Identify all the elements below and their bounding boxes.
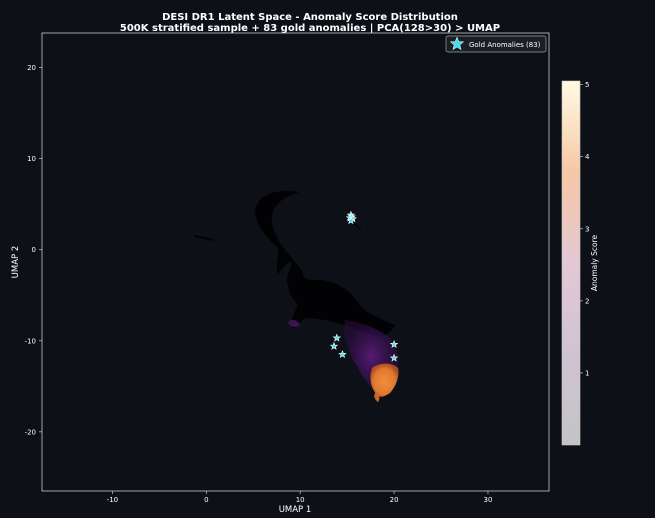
y-tick-label: 20: [27, 64, 36, 72]
x-axis-label: UMAP 1: [279, 505, 312, 515]
y-axis-label: UMAP 2: [11, 246, 21, 279]
y-tick-label: -10: [25, 337, 36, 345]
density-cloud: [194, 190, 399, 402]
x-tick-label: 30: [484, 496, 493, 504]
legend: Gold Anomalies (83): [445, 35, 547, 53]
gold-anomaly-point: [329, 341, 339, 350]
gold-anomaly-point: [346, 216, 356, 225]
gold-anomaly-point: [338, 349, 347, 359]
y-tick-label: 10: [27, 155, 36, 163]
chart-subtitle: 500K stratified sample + 83 gold anomali…: [120, 23, 500, 34]
x-tick-label: 10: [296, 496, 305, 504]
density-region-low-score-body: [255, 190, 395, 338]
legend-star-icon: [449, 36, 465, 51]
colorbar-tick-label: 3: [585, 225, 589, 233]
colorbar-tick-label: 5: [585, 81, 589, 89]
axes: -10 0 10 20 30 -20 -10 0 10 20: [25, 64, 493, 504]
colorbar-tick-label: 4: [585, 153, 590, 161]
colorbar-tick-label: 1: [585, 369, 589, 377]
x-tick-label: 20: [390, 496, 399, 504]
density-region-high-score-drip: [374, 392, 380, 402]
x-tick-label: 0: [204, 496, 208, 504]
colorbar-ticks: 1 2 3 4 5: [580, 81, 590, 377]
colorbar-label: Anomaly Score: [590, 234, 599, 291]
colorbar: 1 2 3 4 5 Anomaly Score: [561, 80, 599, 446]
y-tick-label: 0: [32, 246, 36, 254]
density-region-mid-score-spot: [288, 319, 300, 327]
plot-area: [41, 32, 550, 492]
colorbar-gradient: [561, 80, 581, 446]
density-filament-left: [194, 235, 214, 241]
legend-label: Gold Anomalies (83): [469, 41, 541, 49]
density-filament-upper: [351, 221, 362, 231]
density-region-high-score-core: [370, 363, 399, 397]
gold-anomaly-point: [389, 353, 399, 362]
legend-box: [445, 35, 547, 53]
gold-anomaly-point: [389, 339, 399, 349]
x-tick-label: -10: [107, 496, 118, 504]
colorbar-tick-label: 2: [585, 297, 589, 305]
gold-anomaly-point: [332, 333, 342, 342]
chart-title: DESI DR1 Latent Space - Anomaly Score Di…: [162, 12, 458, 23]
y-tick-label: -20: [25, 428, 36, 436]
anomaly-points: [329, 210, 399, 362]
